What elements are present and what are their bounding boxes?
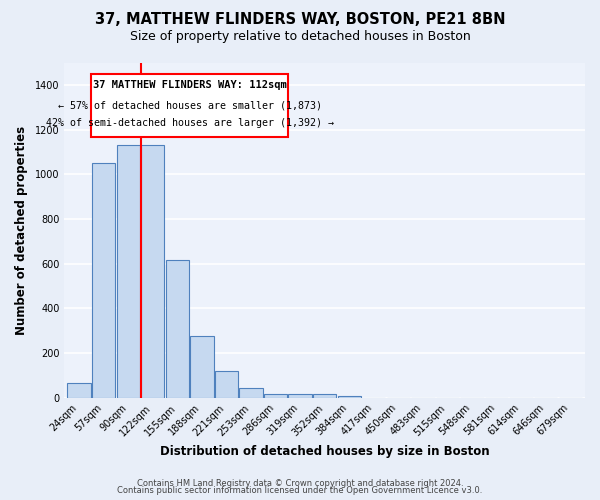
Text: 42% of semi-detached houses are larger (1,392) →: 42% of semi-detached houses are larger (… bbox=[46, 118, 334, 128]
Bar bbox=[116, 145, 140, 398]
Bar bbox=[166, 260, 189, 398]
Bar bbox=[313, 394, 337, 398]
Text: 37, MATTHEW FLINDERS WAY, BOSTON, PE21 8BN: 37, MATTHEW FLINDERS WAY, BOSTON, PE21 8… bbox=[95, 12, 505, 28]
Text: Size of property relative to detached houses in Boston: Size of property relative to detached ho… bbox=[130, 30, 470, 43]
Bar bbox=[338, 396, 361, 398]
Bar bbox=[67, 384, 91, 398]
Text: Contains HM Land Registry data © Crown copyright and database right 2024.: Contains HM Land Registry data © Crown c… bbox=[137, 478, 463, 488]
Bar bbox=[91, 74, 288, 138]
Bar bbox=[264, 394, 287, 398]
Bar bbox=[141, 145, 164, 398]
Bar bbox=[239, 388, 263, 398]
Bar bbox=[215, 371, 238, 398]
Text: 37 MATTHEW FLINDERS WAY: 112sqm: 37 MATTHEW FLINDERS WAY: 112sqm bbox=[93, 80, 287, 90]
Bar bbox=[190, 336, 214, 398]
X-axis label: Distribution of detached houses by size in Boston: Distribution of detached houses by size … bbox=[160, 444, 490, 458]
Bar bbox=[92, 163, 115, 398]
Y-axis label: Number of detached properties: Number of detached properties bbox=[15, 126, 28, 334]
Bar bbox=[289, 394, 312, 398]
Text: Contains public sector information licensed under the Open Government Licence v3: Contains public sector information licen… bbox=[118, 486, 482, 495]
Text: ← 57% of detached houses are smaller (1,873): ← 57% of detached houses are smaller (1,… bbox=[58, 100, 322, 110]
